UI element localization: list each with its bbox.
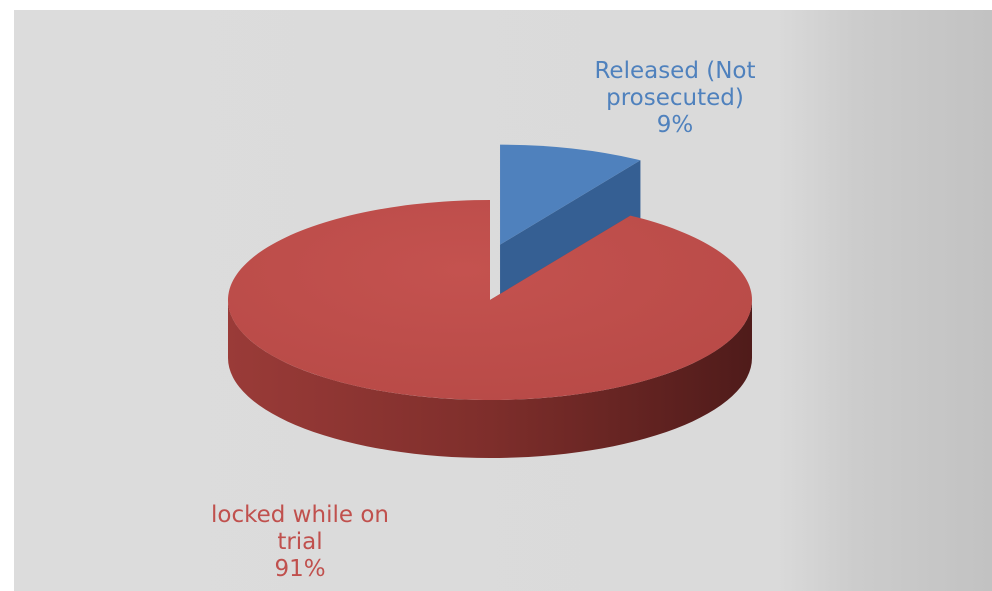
data-label-released: Released (Not prosecuted) 9% <box>560 58 790 139</box>
data-label-released-line-1: Released (Not <box>594 58 756 84</box>
data-label-locked: locked while on trial 91% <box>180 502 420 583</box>
slice-locked-side <box>228 300 752 458</box>
data-label-released-line-2: prosecuted) <box>606 85 744 111</box>
data-label-locked-line-2: trial <box>277 529 323 555</box>
data-label-locked-line-1: locked while on <box>211 502 389 528</box>
slice-released-wall-end <box>500 160 641 303</box>
data-label-locked-line-3: 91% <box>274 556 326 582</box>
slice-released-top <box>500 144 641 245</box>
data-label-released-line-3: 9% <box>656 112 694 138</box>
slice-locked-top <box>227 200 753 400</box>
